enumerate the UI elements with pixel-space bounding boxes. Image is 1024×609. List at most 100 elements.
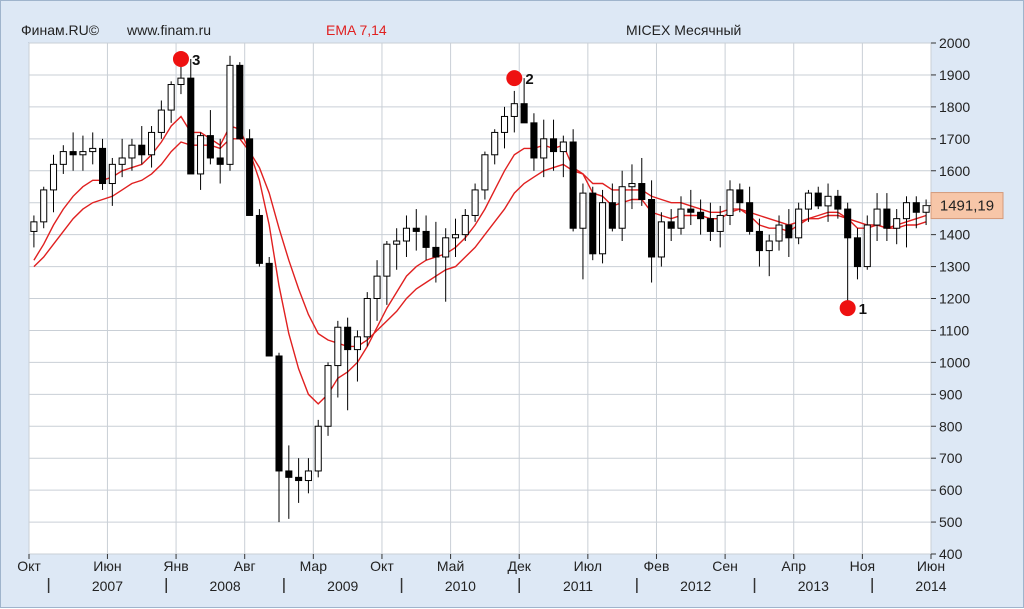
candle bbox=[265, 256, 273, 357]
candle bbox=[824, 183, 832, 222]
candle-body bbox=[893, 218, 901, 229]
x-year-label: 2012 bbox=[680, 578, 711, 594]
candle-body bbox=[353, 336, 361, 351]
x-month-label: Янв bbox=[163, 558, 188, 574]
candle bbox=[746, 186, 754, 235]
candle-body bbox=[461, 214, 469, 236]
candle bbox=[844, 202, 852, 309]
candle bbox=[412, 209, 420, 251]
candle bbox=[167, 81, 175, 123]
candle-body bbox=[697, 211, 705, 220]
ema-line bbox=[33, 138, 927, 348]
x-year-label: 2009 bbox=[327, 578, 358, 594]
x-month-label: Окт bbox=[370, 558, 394, 574]
candle bbox=[863, 215, 871, 270]
candle bbox=[246, 129, 254, 216]
candle bbox=[765, 234, 773, 277]
candle-body bbox=[775, 224, 783, 242]
candle-body bbox=[853, 237, 862, 268]
y-tick-label: 400 bbox=[939, 546, 963, 562]
indicator-legend: EMA 7,14 bbox=[326, 22, 387, 38]
candle bbox=[736, 183, 744, 213]
candle bbox=[334, 320, 342, 398]
candle-body bbox=[549, 138, 558, 153]
y-tick-label: 1300 bbox=[939, 259, 970, 275]
candle-body bbox=[344, 326, 352, 351]
candle bbox=[422, 215, 430, 261]
candle bbox=[883, 193, 891, 242]
candle-body bbox=[736, 189, 744, 204]
candle bbox=[510, 90, 518, 133]
candle-body bbox=[383, 243, 391, 277]
x-year-label: 2011 bbox=[563, 578, 593, 594]
candle bbox=[697, 199, 705, 235]
candle bbox=[157, 100, 165, 139]
candle bbox=[804, 189, 812, 222]
candle bbox=[608, 183, 616, 232]
candle-body bbox=[589, 192, 597, 255]
candle bbox=[559, 135, 567, 178]
candle bbox=[853, 228, 862, 280]
x-month-label: Июн bbox=[917, 558, 945, 574]
candle-body bbox=[726, 189, 734, 216]
candle-body bbox=[500, 115, 509, 133]
candle bbox=[638, 157, 646, 206]
candle-body bbox=[138, 144, 146, 156]
candle-body bbox=[363, 298, 371, 338]
y-tick-label: 700 bbox=[939, 450, 963, 466]
candle-body bbox=[814, 192, 822, 207]
candle bbox=[128, 138, 136, 171]
candle-body bbox=[579, 192, 587, 229]
candle bbox=[363, 292, 371, 347]
candle-body bbox=[59, 151, 67, 165]
candle bbox=[491, 129, 499, 165]
candle-body bbox=[755, 230, 763, 252]
candle-body bbox=[442, 237, 450, 258]
annotation-label: 2 bbox=[525, 71, 533, 88]
candle bbox=[471, 183, 479, 222]
x-year-label: 2013 bbox=[798, 578, 829, 594]
candle bbox=[667, 209, 675, 242]
x-year-label: 2010 bbox=[445, 578, 476, 594]
candle-body bbox=[216, 157, 224, 165]
candle-body bbox=[108, 163, 116, 185]
candle-body bbox=[226, 64, 234, 165]
candle-body bbox=[432, 246, 440, 258]
candle bbox=[775, 215, 783, 251]
last-price-tag: 1491,19 bbox=[923, 192, 1004, 220]
y-tick-label: 1400 bbox=[939, 227, 970, 243]
candle bbox=[226, 55, 234, 171]
candle-body bbox=[295, 476, 303, 482]
candle bbox=[353, 330, 361, 382]
candle-body bbox=[746, 202, 754, 232]
candle-body bbox=[197, 135, 205, 175]
last-price-label: 1491,19 bbox=[940, 198, 994, 215]
candle-body bbox=[265, 262, 273, 357]
candle-body bbox=[687, 208, 695, 213]
candle-body bbox=[883, 208, 891, 229]
candle-body bbox=[177, 77, 185, 86]
candle-body bbox=[255, 214, 263, 264]
candle-body bbox=[334, 326, 342, 367]
annotation-label: 1 bbox=[859, 301, 867, 318]
candle-body bbox=[412, 227, 420, 232]
candle bbox=[687, 189, 695, 226]
candle bbox=[795, 202, 803, 245]
candle bbox=[442, 228, 450, 302]
candle bbox=[98, 138, 107, 190]
candle bbox=[177, 65, 185, 95]
annotation-marker bbox=[506, 70, 523, 87]
candle bbox=[216, 138, 224, 184]
candle-body bbox=[559, 141, 567, 153]
candle bbox=[579, 183, 587, 280]
candle-body bbox=[451, 234, 460, 239]
y-tick-label: 800 bbox=[939, 418, 963, 434]
candle-body bbox=[844, 208, 852, 239]
candle bbox=[49, 154, 58, 213]
candle bbox=[402, 215, 411, 257]
y-tick-label: 1100 bbox=[939, 322, 969, 338]
candle-body bbox=[393, 240, 401, 245]
candle bbox=[79, 135, 87, 171]
candle-body bbox=[667, 221, 675, 229]
